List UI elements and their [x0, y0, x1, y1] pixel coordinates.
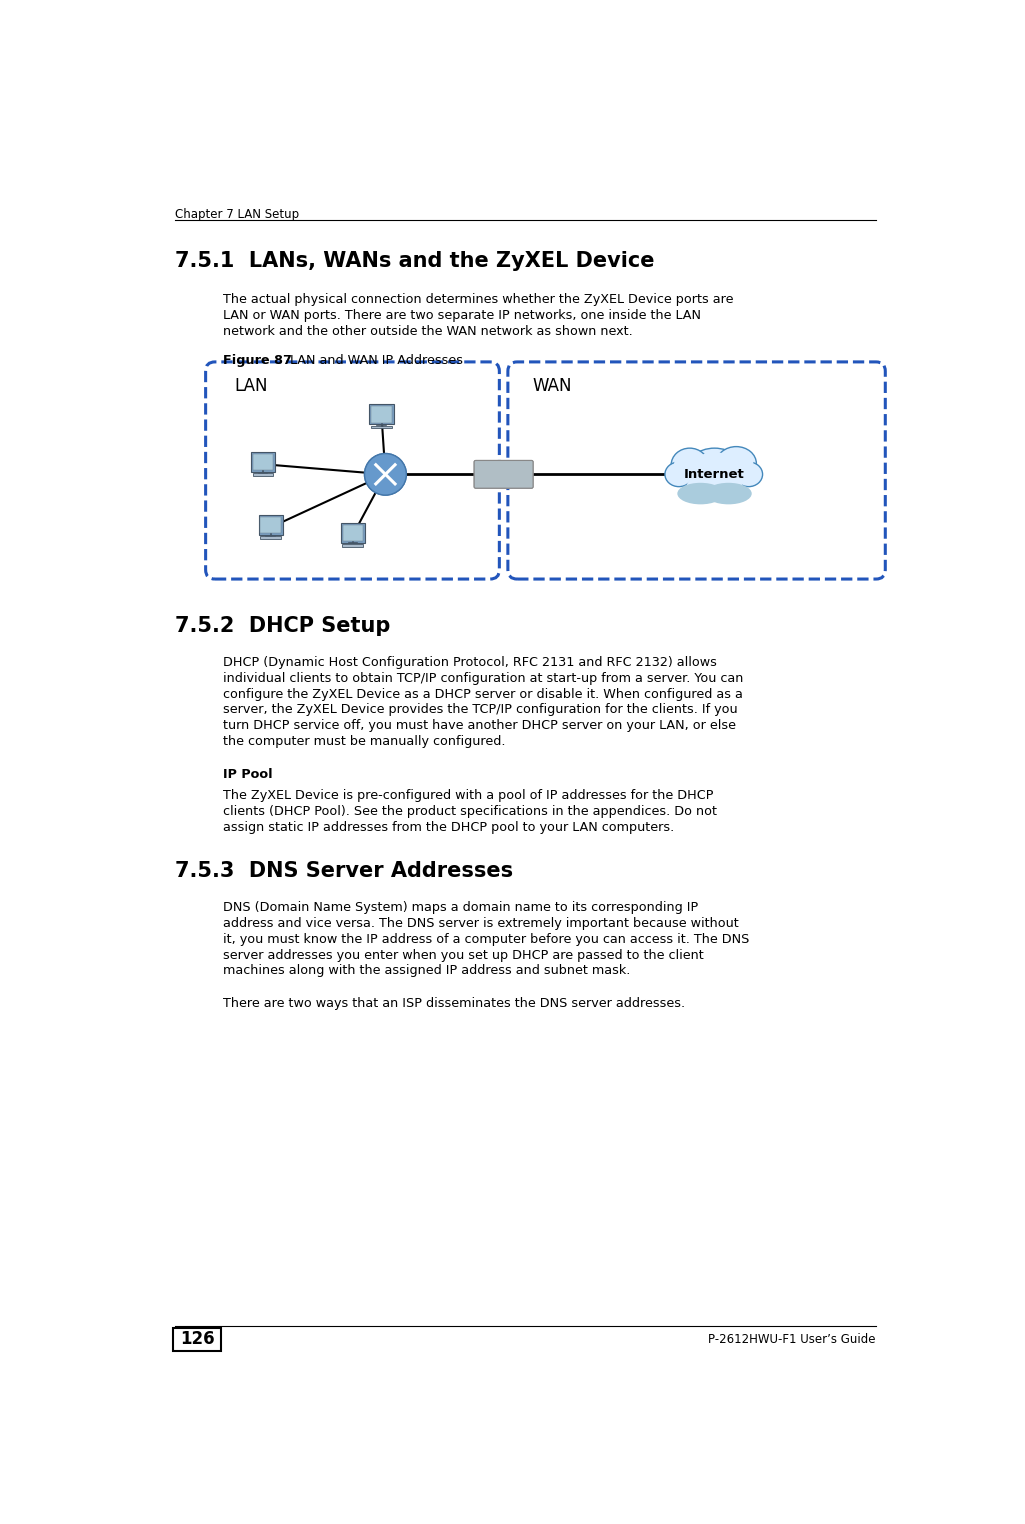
Text: individual clients to obtain TCP/IP configuration at start-up from a server. You: individual clients to obtain TCP/IP conf… — [222, 672, 743, 684]
Text: IP Pool: IP Pool — [222, 768, 273, 780]
Text: assign static IP addresses from the DHCP pool to your LAN computers.: assign static IP addresses from the DHCP… — [222, 821, 673, 834]
Text: server addresses you enter when you set up DHCP are passed to the client: server addresses you enter when you set … — [222, 948, 703, 962]
Ellipse shape — [735, 462, 763, 486]
Ellipse shape — [667, 463, 691, 485]
Text: server, the ZyXEL Device provides the TCP/IP configuration for the clients. If y: server, the ZyXEL Device provides the TC… — [222, 704, 737, 716]
Text: Figure 87: Figure 87 — [222, 354, 291, 367]
Ellipse shape — [688, 453, 741, 497]
Ellipse shape — [673, 451, 705, 480]
Text: DNS (Domain Name System) maps a domain name to its corresponding IP: DNS (Domain Name System) maps a domain n… — [222, 901, 698, 914]
FancyBboxPatch shape — [260, 536, 281, 539]
Text: 7.5.1  LANs, WANs and the ZyXEL Device: 7.5.1 LANs, WANs and the ZyXEL Device — [174, 250, 654, 271]
Text: address and vice versa. The DNS server is extremely important because without: address and vice versa. The DNS server i… — [222, 917, 738, 930]
FancyBboxPatch shape — [342, 544, 363, 547]
FancyBboxPatch shape — [371, 407, 392, 422]
FancyBboxPatch shape — [475, 460, 533, 488]
Text: Internet: Internet — [684, 468, 745, 482]
Text: LAN: LAN — [235, 378, 268, 395]
Text: network and the other outside the WAN network as shown next.: network and the other outside the WAN ne… — [222, 325, 632, 337]
FancyBboxPatch shape — [371, 425, 392, 428]
FancyBboxPatch shape — [173, 1327, 221, 1350]
Ellipse shape — [711, 474, 745, 501]
Text: The ZyXEL Device is pre-configured with a pool of IP addresses for the DHCP: The ZyXEL Device is pre-configured with … — [222, 789, 713, 802]
Ellipse shape — [714, 477, 743, 500]
Text: clients (DHCP Pool). See the product specifications in the appendices. Do not: clients (DHCP Pool). See the product spe… — [222, 805, 716, 818]
Ellipse shape — [684, 474, 718, 501]
FancyBboxPatch shape — [258, 515, 283, 535]
Ellipse shape — [686, 477, 715, 500]
Ellipse shape — [678, 483, 724, 504]
Circle shape — [365, 454, 406, 495]
FancyBboxPatch shape — [206, 361, 499, 579]
Ellipse shape — [665, 462, 693, 486]
Text: 7.5.3  DNS Server Addresses: 7.5.3 DNS Server Addresses — [174, 861, 512, 881]
Ellipse shape — [705, 483, 751, 504]
FancyBboxPatch shape — [507, 361, 886, 579]
Ellipse shape — [716, 447, 756, 480]
FancyBboxPatch shape — [475, 460, 533, 488]
Text: configure the ZyXEL Device as a DHCP server or disable it. When configured as a: configure the ZyXEL Device as a DHCP ser… — [222, 687, 742, 701]
Text: There are two ways that an ISP disseminates the DNS server addresses.: There are two ways that an ISP dissemina… — [222, 997, 685, 1010]
Text: P-2612HWU-F1 User’s Guide: P-2612HWU-F1 User’s Guide — [708, 1332, 876, 1346]
Text: WAN: WAN — [533, 378, 572, 395]
Text: The actual physical connection determines whether the ZyXEL Device ports are: The actual physical connection determine… — [222, 293, 733, 306]
Text: Chapter 7 LAN Setup: Chapter 7 LAN Setup — [174, 207, 298, 221]
FancyBboxPatch shape — [260, 517, 281, 533]
Text: 7.5.2  DHCP Setup: 7.5.2 DHCP Setup — [174, 616, 390, 636]
FancyBboxPatch shape — [340, 523, 365, 543]
Ellipse shape — [720, 450, 753, 479]
Ellipse shape — [671, 448, 708, 482]
Circle shape — [365, 454, 406, 495]
Text: LAN and WAN IP Addresses: LAN and WAN IP Addresses — [279, 354, 463, 367]
Ellipse shape — [684, 448, 745, 500]
FancyBboxPatch shape — [476, 462, 532, 466]
Text: LAN or WAN ports. There are two separate IP networks, one inside the LAN: LAN or WAN ports. There are two separate… — [222, 309, 701, 322]
Text: it, you must know the IP address of a computer before you can access it. The DNS: it, you must know the IP address of a co… — [222, 933, 749, 946]
Text: DHCP (Dynamic Host Configuration Protocol, RFC 2131 and RFC 2132) allows: DHCP (Dynamic Host Configuration Protoco… — [222, 655, 716, 669]
FancyBboxPatch shape — [252, 474, 274, 475]
FancyBboxPatch shape — [342, 524, 363, 541]
Text: machines along with the assigned IP address and subnet mask.: machines along with the assigned IP addr… — [222, 965, 630, 977]
Ellipse shape — [737, 463, 761, 485]
FancyBboxPatch shape — [369, 404, 394, 424]
Text: the computer must be manually configured.: the computer must be manually configured… — [222, 735, 505, 748]
FancyBboxPatch shape — [252, 454, 274, 471]
Text: turn DHCP service off, you must have another DHCP server on your LAN, or else: turn DHCP service off, you must have ano… — [222, 719, 736, 732]
FancyBboxPatch shape — [251, 453, 275, 472]
Text: 126: 126 — [179, 1330, 214, 1349]
